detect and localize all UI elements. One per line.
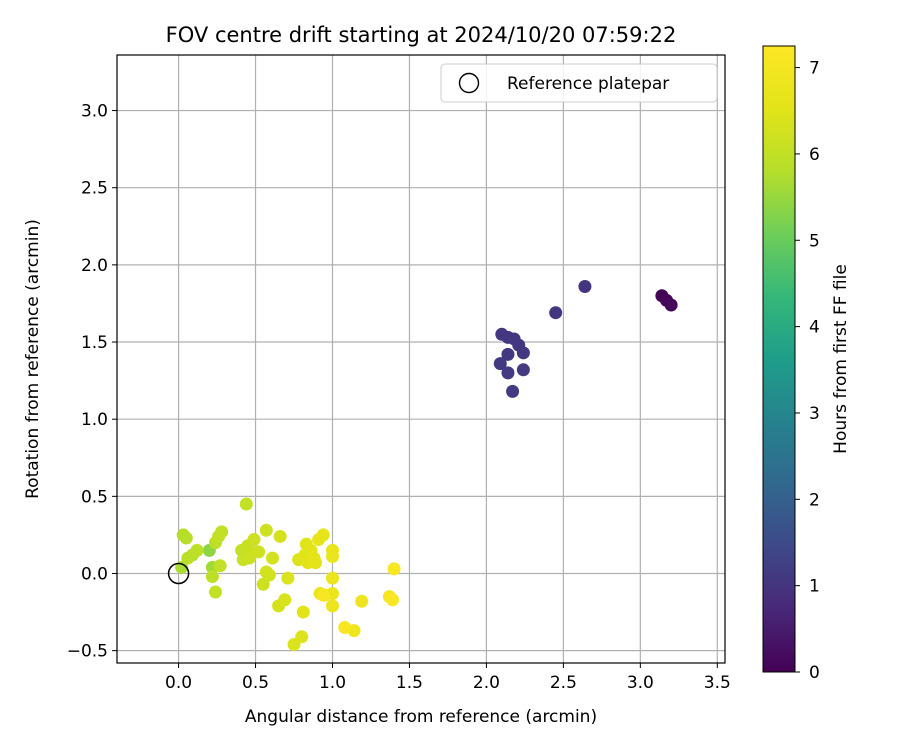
data-point bbox=[578, 279, 592, 293]
data-point bbox=[209, 585, 223, 599]
y-tick-label: 1.0 bbox=[81, 410, 108, 430]
grid-lines bbox=[117, 55, 725, 663]
x-tick-label: 1.0 bbox=[319, 673, 346, 693]
y-tick-label: 1.5 bbox=[81, 333, 108, 353]
colorbar-tick-label: 2 bbox=[809, 490, 820, 510]
data-point bbox=[516, 346, 530, 360]
colorbar-label: Hours from first FF file bbox=[831, 264, 851, 454]
colorbar-tick-label: 3 bbox=[809, 404, 820, 424]
data-point bbox=[493, 357, 507, 371]
data-point bbox=[325, 599, 339, 613]
data-point bbox=[338, 621, 352, 635]
data-point bbox=[316, 588, 330, 602]
colorbar-tick-label: 5 bbox=[809, 231, 820, 251]
chart-title: FOV centre drift starting at 2024/10/20 … bbox=[166, 23, 677, 47]
colorbar-gradient bbox=[762, 45, 796, 673]
y-tick-label: 3.0 bbox=[81, 102, 108, 122]
data-point bbox=[190, 543, 204, 557]
data-point bbox=[247, 533, 261, 547]
data-point bbox=[325, 550, 339, 564]
legend-entry-label: Reference platepar bbox=[507, 74, 669, 94]
data-point bbox=[181, 551, 195, 565]
colorbar-tick-label: 7 bbox=[809, 59, 820, 79]
y-axis-label: Rotation from reference (arcmin) bbox=[23, 219, 43, 499]
y-tick-label: 2.5 bbox=[81, 179, 108, 199]
data-point bbox=[506, 384, 520, 398]
y-tick-label: −0.5 bbox=[67, 642, 108, 662]
data-point bbox=[252, 545, 266, 559]
y-tick-label: 0.0 bbox=[81, 564, 108, 584]
data-point bbox=[501, 366, 515, 380]
data-point bbox=[242, 551, 256, 565]
data-point bbox=[295, 630, 309, 644]
x-tick-label: 0.5 bbox=[242, 673, 269, 693]
data-point bbox=[309, 556, 323, 570]
data-point bbox=[325, 571, 339, 585]
colorbar-tick-label: 4 bbox=[809, 318, 820, 338]
colorbar-tick-label: 6 bbox=[809, 145, 820, 165]
legend: Reference platepar bbox=[440, 63, 718, 103]
data-point bbox=[273, 529, 287, 543]
colorbar: 0 1 2 3 4 5 6 7 Hours from first FF file bbox=[762, 45, 851, 683]
legend-box bbox=[440, 63, 718, 103]
data-point bbox=[316, 528, 330, 542]
legend-marker-icon bbox=[458, 72, 480, 94]
reference-platepar-marker bbox=[167, 562, 190, 585]
data-point bbox=[215, 525, 229, 539]
data-point bbox=[296, 605, 310, 619]
x-tick-label: 0.0 bbox=[165, 673, 192, 693]
x-tick-label: 2.0 bbox=[473, 673, 500, 693]
data-point bbox=[256, 577, 270, 591]
colorbar-tick-label: 0 bbox=[809, 663, 820, 683]
y-tick-label: 2.0 bbox=[81, 256, 108, 276]
data-point bbox=[278, 593, 292, 607]
y-axis-ticks: −0.5 0.0 0.5 1.0 1.5 2.0 2.5 3.0 bbox=[67, 102, 117, 662]
x-axis-label: Angular distance from reference (arcmin) bbox=[245, 707, 597, 727]
y-tick-label: 0.5 bbox=[81, 487, 108, 507]
data-point bbox=[281, 571, 295, 585]
plot-frame bbox=[116, 54, 726, 664]
data-point bbox=[501, 347, 515, 361]
x-tick-label: 2.5 bbox=[550, 673, 577, 693]
x-tick-label: 3.5 bbox=[704, 673, 731, 693]
data-point bbox=[239, 497, 253, 511]
data-point bbox=[179, 531, 193, 545]
colorbar-ticks: 0 1 2 3 4 5 6 7 bbox=[795, 59, 820, 683]
data-point bbox=[259, 523, 273, 537]
data-point bbox=[262, 568, 276, 582]
x-tick-label: 3.0 bbox=[627, 673, 654, 693]
data-point bbox=[387, 562, 401, 576]
data-point bbox=[664, 298, 678, 312]
data-point bbox=[516, 363, 530, 377]
colorbar-tick-label: 1 bbox=[809, 577, 820, 597]
x-tick-label: 1.5 bbox=[396, 673, 423, 693]
data-point bbox=[549, 306, 563, 320]
data-point bbox=[205, 570, 219, 584]
data-point bbox=[265, 551, 279, 565]
data-points bbox=[175, 279, 678, 651]
x-axis-ticks: 0.0 0.5 1.0 1.5 2.0 2.5 3.0 3.5 bbox=[165, 663, 731, 693]
data-point bbox=[213, 559, 227, 573]
data-point bbox=[386, 593, 400, 607]
data-point bbox=[355, 594, 369, 608]
reference-layer bbox=[167, 562, 190, 585]
